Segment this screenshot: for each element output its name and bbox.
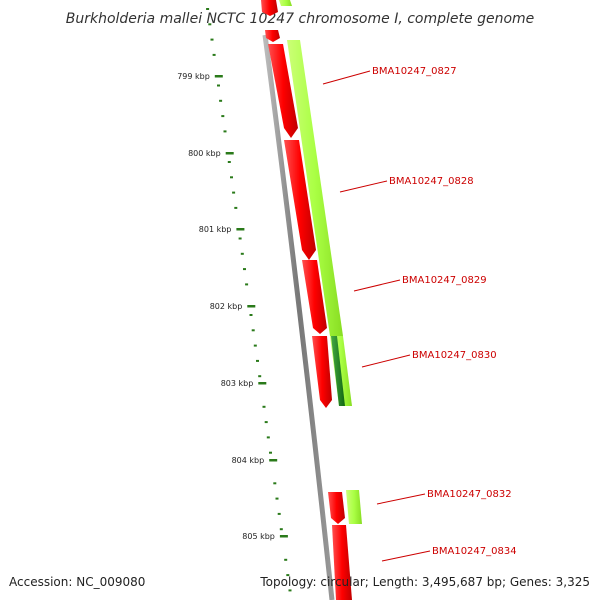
ruler-minor-tick [234,206,238,209]
cds-feature-0827[interactable] [268,44,298,138]
gene-label[interactable]: BMA10247_0827 [372,66,457,77]
ruler-major-tick [247,305,256,308]
gene-label-leader-line [322,70,371,85]
gene-feature-top-partial[interactable] [279,0,292,6]
ruler-kbp-label: 800 kbp [188,149,221,158]
ruler-major-tick [269,459,278,462]
map-title: Burkholderia mallei NCTC 10247 chromosom… [66,11,535,27]
ruler-minor-tick [253,344,257,347]
ruler-minor-tick [223,130,227,133]
gene-feature-0832[interactable] [346,490,362,524]
ruler-major-tick [225,152,234,155]
ruler-kbp-label: 803 kbp [221,379,254,388]
ruler-kbp-label: 804 kbp [232,456,265,465]
ruler-minor-tick [269,451,272,454]
ruler-minor-tick [273,482,277,485]
ruler-minor-tick [275,497,279,500]
ruler-minor-tick [219,99,223,102]
gene-labels: BMA10247_0827 BMA10247_0828 BMA10247_0829 B… [322,66,517,562]
ruler-minor-tick [245,283,249,286]
ruler-major-tick [214,75,223,78]
gene-feature-0830-dark[interactable] [331,336,345,406]
ruler-minor-tick [212,53,216,56]
ruler-minor-tick [221,115,225,118]
ruler-minor-tick [286,574,290,577]
ruler-minor-tick [230,176,233,179]
ruler-kbp-label: 805 kbp [242,532,275,541]
gene-label-leader-line [339,180,388,193]
gene-feature-0827-0829[interactable] [287,40,343,336]
gene-label-leader-line [361,354,411,368]
ruler-kbp-label: 801 kbp [199,225,232,234]
ruler-dotted-scale [206,8,292,592]
cds-feature-0829[interactable] [302,260,327,334]
gene-label[interactable]: BMA10247_0829 [402,275,487,286]
gene-track [279,0,362,524]
ruler-minor-tick [238,237,242,240]
cds-feature[interactable] [265,30,280,42]
ruler-major-tick [258,382,267,385]
ruler-minor-tick [217,84,220,87]
cds-feature-top-partial[interactable] [261,0,278,16]
cds-feature-0834[interactable] [332,525,352,600]
ruler-minor-tick [227,161,231,163]
ruler-minor-tick [266,436,270,439]
ruler-minor-tick [288,589,292,592]
cds-feature-0832[interactable] [328,492,345,524]
gene-label-leader-line [376,493,426,505]
ruler-minor-tick [208,23,212,26]
ruler-minor-tick [232,191,236,194]
ruler-minor-tick [210,38,214,41]
ruler-minor-tick [258,375,262,378]
ruler-minor-tick [264,421,268,424]
gene-label[interactable]: BMA10247_0828 [389,176,474,187]
cds-track [261,0,352,600]
ruler-major-tick [279,535,288,538]
ruler-minor-tick [251,329,255,332]
ruler-minor-tick [256,359,259,362]
ruler-minor-tick [240,252,244,255]
ruler-minor-tick [206,8,210,10]
ruler-kbp-label: 802 kbp [210,302,243,311]
cds-feature-0828[interactable] [284,140,316,260]
genome-summary-text: Topology: circular; Length: 3,495,687 bp… [259,575,590,589]
gene-label[interactable]: BMA10247_0832 [427,489,512,500]
backbone-strand [262,34,335,600]
accession-text: Accession: NC_009080 [9,575,145,589]
gene-label-leader-line [381,550,431,562]
gene-label[interactable]: BMA10247_0830 [412,350,497,361]
gene-label[interactable]: BMA10247_0834 [432,546,517,557]
ruler-kbp-label: 799 kbp [177,72,210,81]
ruler-minor-tick [243,268,246,271]
ruler-minor-tick [262,405,266,408]
ruler-minor-tick [277,512,281,515]
ruler-minor-tick [279,528,283,531]
ruler-major-tick [236,228,245,231]
cds-feature-0830[interactable] [312,336,332,408]
ruler-labels: 799 kbp 800 kbp 801 kbp 802 kbp 803 kbp 804 k… [177,72,288,541]
ruler-minor-tick [249,314,253,316]
gene-label-leader-line [353,279,401,292]
ruler-minor-tick [284,558,288,561]
